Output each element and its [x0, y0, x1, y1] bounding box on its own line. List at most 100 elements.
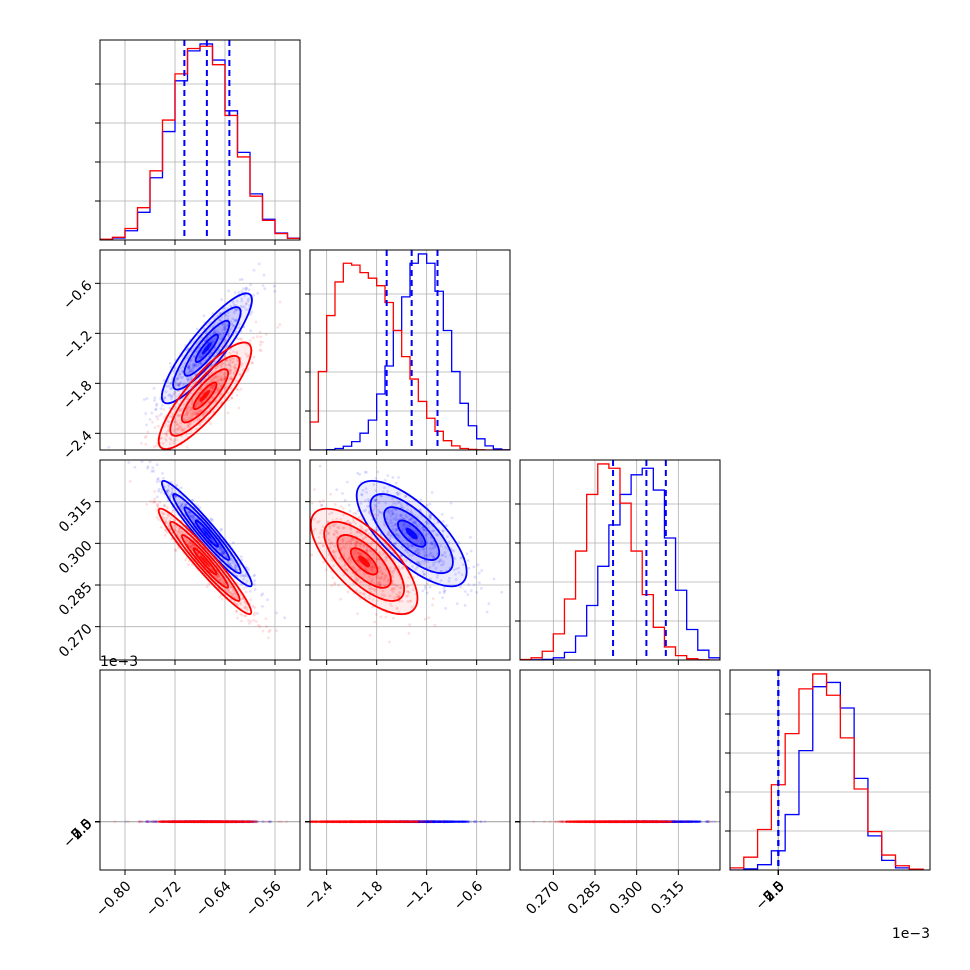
scatter-point — [349, 560, 353, 564]
scatter-point — [181, 530, 184, 534]
scatter-point — [467, 820, 470, 824]
scatter-point — [381, 490, 385, 494]
scatter-point — [331, 576, 335, 580]
scatter-point — [223, 325, 227, 329]
scatter-point — [239, 304, 243, 308]
scatter-point — [236, 603, 239, 607]
scatter-point — [409, 599, 413, 603]
scatter-point — [401, 528, 405, 531]
scatter-point — [275, 629, 279, 633]
scatter-point — [352, 520, 356, 524]
scatter-point — [428, 820, 432, 824]
scatter-point — [234, 330, 238, 334]
scatter-point — [157, 518, 161, 521]
scatter-point — [428, 502, 432, 506]
scatter-point — [146, 820, 150, 824]
scatter-point — [239, 337, 242, 341]
scatter-point — [441, 562, 445, 566]
scatter-point — [240, 297, 243, 301]
scatter-point — [334, 522, 337, 526]
scatter-point — [433, 623, 437, 627]
scatter-point — [421, 570, 425, 574]
scatter-point — [393, 523, 397, 527]
scatter-point — [158, 414, 161, 417]
scatter-point — [219, 375, 223, 379]
scatter-point — [164, 439, 168, 442]
scatter-point — [463, 603, 467, 607]
scatter-point — [233, 565, 237, 569]
scatter-point — [164, 520, 168, 524]
scatter-point — [174, 549, 178, 553]
scatter-point — [432, 556, 435, 560]
density-peak — [199, 389, 211, 402]
scatter-point — [182, 403, 186, 407]
scatter-point — [395, 607, 399, 611]
scatter-point — [173, 420, 177, 424]
scatter-point — [365, 470, 368, 474]
scatter-point — [358, 524, 362, 527]
scatter-point — [365, 548, 368, 552]
scatter-point — [346, 456, 349, 459]
scatter-point — [167, 420, 171, 424]
scatter-point — [225, 555, 229, 559]
scatter-point — [378, 551, 382, 555]
scatter-point — [220, 378, 223, 382]
scatter-point — [220, 392, 224, 396]
scatter-point — [226, 588, 230, 592]
scatter-point — [222, 580, 226, 584]
scatter-point — [198, 362, 202, 366]
scatter-point — [310, 553, 314, 557]
scatter-point — [146, 820, 150, 824]
scatter-point — [391, 476, 395, 479]
scatter-point — [256, 820, 260, 824]
scatter-point — [228, 585, 232, 589]
scatter-point — [348, 546, 352, 550]
scatter-point — [355, 540, 359, 544]
scatter-point — [348, 509, 352, 513]
histogram-series-a — [310, 253, 510, 450]
scatter-point — [218, 332, 222, 336]
scatter-point — [345, 568, 349, 572]
scatter-point — [138, 820, 142, 824]
scatter-point — [146, 820, 150, 824]
scatter-point — [359, 553, 363, 556]
scatter-point — [367, 511, 371, 514]
scatter-point — [162, 408, 166, 411]
scatter-point — [360, 493, 364, 497]
scatter-point — [149, 500, 153, 504]
scatter-point — [215, 329, 219, 333]
scatter-point — [374, 587, 378, 591]
scatter-point — [358, 552, 362, 556]
scatter-point — [155, 820, 159, 824]
panel-background — [100, 670, 300, 870]
scatter-point — [173, 390, 177, 394]
scatter-point — [345, 480, 349, 484]
scatter-point — [144, 820, 148, 824]
scatter-point — [192, 363, 196, 367]
scatter-point — [410, 605, 414, 609]
scatter-point — [361, 488, 365, 492]
scatter-point — [150, 820, 153, 824]
scatter-point — [254, 820, 258, 824]
scatter-point — [349, 527, 353, 531]
scatter-point — [267, 820, 271, 824]
scatter-point — [187, 563, 190, 566]
scatter-point — [226, 560, 230, 564]
scatter-point — [169, 415, 172, 419]
scatter-point — [427, 514, 431, 518]
scatter-point — [166, 380, 170, 384]
scatter-point — [213, 337, 217, 341]
scatter-point — [364, 487, 368, 491]
scatter-point — [165, 490, 169, 494]
scatter-point — [406, 508, 409, 512]
scatter-point — [342, 513, 345, 517]
scatter-point — [194, 364, 197, 368]
scatter-point — [340, 559, 344, 562]
scatter-point — [195, 427, 199, 431]
scatter-point — [168, 437, 172, 440]
scatter-point — [388, 602, 392, 606]
scatter-point — [216, 577, 219, 580]
scatter-point — [397, 534, 401, 538]
scatter-point — [239, 574, 243, 578]
scatter-point — [314, 527, 317, 531]
